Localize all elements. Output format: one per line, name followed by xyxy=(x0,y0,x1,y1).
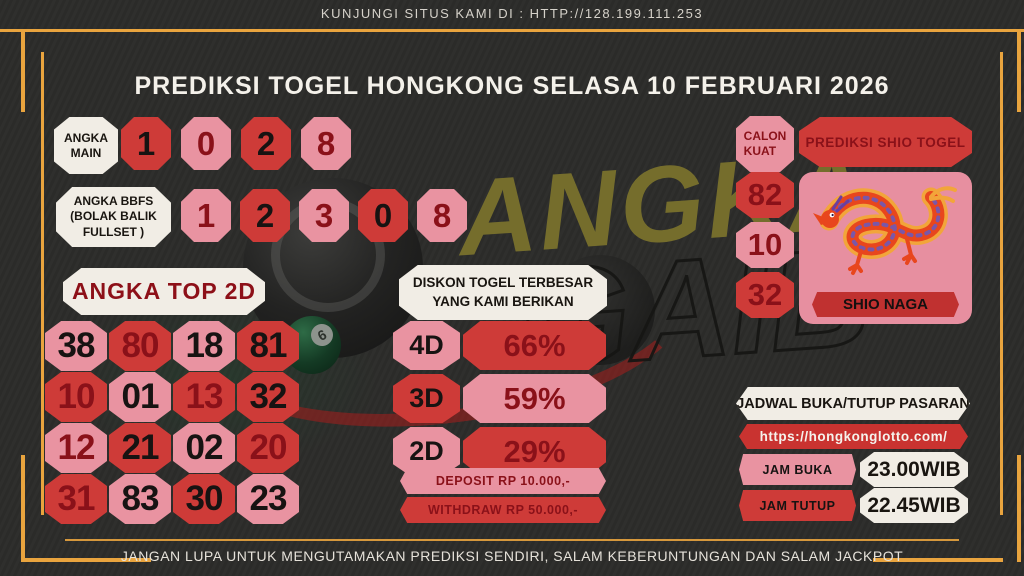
angka-main-digits: 1 0 2 8 xyxy=(121,117,351,170)
jam-tutup-label: JAM TUTUP xyxy=(739,490,856,521)
top2d-cell: 38 xyxy=(45,321,107,371)
angka-top-2d-grid: 38 80 18 81 10 01 13 32 12 21 02 20 31 8… xyxy=(45,321,299,524)
bottom-divider xyxy=(65,539,959,541)
market-url-link[interactable]: https://hongkonglotto.com/ xyxy=(739,424,968,449)
angka-main-digit: 1 xyxy=(121,117,171,170)
calon-kuat-number: 82 xyxy=(736,172,794,218)
diskon-label: DISKON TOGEL TERBESAR YANG KAMI BERIKAN xyxy=(399,265,607,320)
angka-bbfs-digit: 2 xyxy=(240,189,290,242)
top2d-cell: 12 xyxy=(45,423,107,473)
top2d-cell: 30 xyxy=(173,474,235,524)
topbar: KUNJUNGI SITUS KAMI DI : HTTP://128.199.… xyxy=(0,6,1024,21)
diskon-value: 29% xyxy=(463,427,606,476)
calon-kuat-number: 32 xyxy=(736,272,794,318)
calon-kuat-number: 10 xyxy=(736,222,794,268)
diskon-table: 4D 66% 3D 59% 2D 29% xyxy=(393,321,606,476)
angka-main-digit: 2 xyxy=(241,117,291,170)
top2d-cell: 31 xyxy=(45,474,107,524)
jam-buka-row: JAM BUKA 23.00WIB xyxy=(739,452,968,487)
angka-bbfs-label: ANGKA BBFS (BOLAK BALIK FULLSET ) xyxy=(56,187,171,247)
diskon-type: 3D xyxy=(393,374,460,423)
angka-bbfs-digits: 1 2 3 0 8 xyxy=(181,189,467,242)
angka-bbfs-digit: 8 xyxy=(417,189,467,242)
ball-number: 6 xyxy=(307,320,337,350)
top2d-cell: 02 xyxy=(173,423,235,473)
jam-tutup-time: 22.45WIB xyxy=(860,488,968,523)
top2d-cell: 10 xyxy=(45,372,107,422)
top2d-cell: 80 xyxy=(109,321,171,371)
angka-top-2d-label: ANGKA TOP 2D xyxy=(63,268,265,315)
top2d-cell: 23 xyxy=(237,474,299,524)
corner-decoration xyxy=(1000,52,1003,515)
corner-decoration xyxy=(41,52,44,515)
angka-main-digit: 0 xyxy=(181,117,231,170)
top2d-cell: 20 xyxy=(237,423,299,473)
corner-decoration xyxy=(1017,32,1021,112)
withdraw-banner: WITHDRAW RP 50.000,- xyxy=(400,497,606,523)
shio-header: PREDIKSI SHIO TOGEL xyxy=(799,117,972,167)
deposit-banner: DEPOSIT RP 10.000,- xyxy=(400,468,606,494)
top2d-cell: 83 xyxy=(109,474,171,524)
diskon-type: 2D xyxy=(393,427,460,476)
top2d-cell: 01 xyxy=(109,372,171,422)
angka-bbfs-digit: 0 xyxy=(358,189,408,242)
diskon-type: 4D xyxy=(393,321,460,370)
footer-text: JANGAN LUPA UNTUK MENGUTAMAKAN PREDIKSI … xyxy=(120,548,904,564)
top2d-cell: 32 xyxy=(237,372,299,422)
top2d-cell: 13 xyxy=(173,372,235,422)
angka-bbfs-digit: 3 xyxy=(299,189,349,242)
jam-buka-time: 23.00WIB xyxy=(860,452,968,487)
shio-name-banner: SHIO NAGA xyxy=(812,292,959,317)
corner-decoration xyxy=(21,32,25,112)
corner-decoration xyxy=(873,558,1003,562)
corner-decoration xyxy=(21,455,25,562)
top2d-cell: 21 xyxy=(109,423,171,473)
diskon-value: 59% xyxy=(463,374,606,423)
angka-main-label: ANGKA MAIN xyxy=(54,117,118,174)
jam-buka-label: JAM BUKA xyxy=(739,454,856,485)
angka-main-digit: 8 xyxy=(301,117,351,170)
angka-bbfs-digit: 1 xyxy=(181,189,231,242)
jadwal-header: JADWAL BUKA/TUTUP PASARAN xyxy=(736,387,970,420)
dragon-illustration xyxy=(813,186,957,275)
visit-site-link[interactable]: KUNJUNGI SITUS KAMI DI : HTTP://128.199.… xyxy=(320,6,704,21)
diskon-row: 3D 59% xyxy=(393,374,606,423)
diskon-value: 66% xyxy=(463,321,606,370)
top-divider xyxy=(0,29,1024,32)
jam-tutup-row: JAM TUTUP 22.45WIB xyxy=(739,488,968,523)
shio-card: SHIO NAGA xyxy=(799,172,972,324)
top2d-cell: 81 xyxy=(237,321,299,371)
calon-kuat-numbers: 82 10 32 xyxy=(736,172,794,318)
calon-kuat-label: CALON KUAT xyxy=(736,116,794,172)
diskon-row: 2D 29% xyxy=(393,427,606,476)
corner-decoration xyxy=(21,558,151,562)
corner-decoration xyxy=(1017,455,1021,562)
page-title: PREDIKSI TOGEL HONGKONG SELASA 10 FEBRUA… xyxy=(134,72,890,100)
diskon-row: 4D 66% xyxy=(393,321,606,370)
top2d-cell: 18 xyxy=(173,321,235,371)
